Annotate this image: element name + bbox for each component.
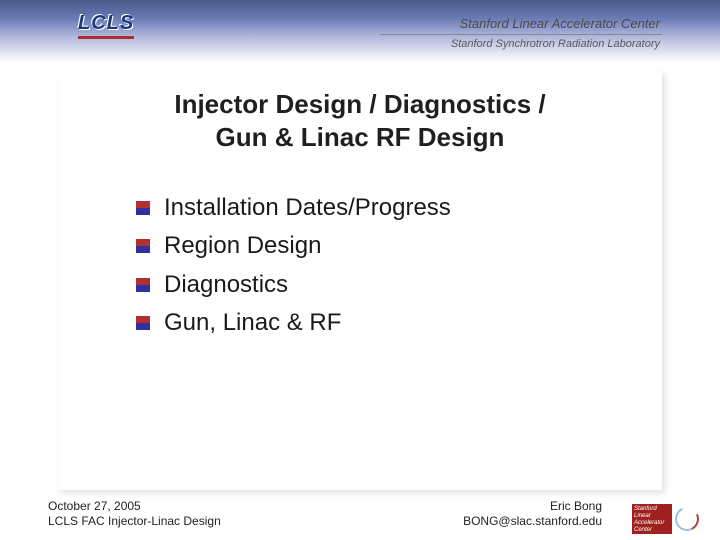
bullet-icon xyxy=(136,201,150,215)
header-divider xyxy=(380,34,662,35)
title-line-1: Injector Design / Diagnostics / xyxy=(174,89,545,119)
footer-subtitle: LCLS FAC Injector-Linac Design xyxy=(48,514,221,528)
title-line-2: Gun & Linac RF Design xyxy=(216,122,505,152)
footer-left: October 27, 2005 LCLS FAC Injector-Linac… xyxy=(48,499,221,530)
header-gradient: LCLS Stanford Linear Accelerator Center … xyxy=(0,0,720,62)
slide-title: Injector Design / Diagnostics / Gun & Li… xyxy=(94,88,626,153)
slac-mini-logo: Stanford Linear Accelerator Center xyxy=(632,504,672,534)
list-item: Installation Dates/Progress xyxy=(136,189,626,227)
footer-author: Eric Bong xyxy=(550,499,602,513)
footer: October 27, 2005 LCLS FAC Injector-Linac… xyxy=(48,499,672,530)
bullet-icon xyxy=(136,316,150,330)
bullet-text: Gun, Linac & RF xyxy=(164,309,341,336)
lcls-logo: LCLS xyxy=(78,12,134,39)
bullet-icon xyxy=(136,239,150,253)
list-item: Diagnostics xyxy=(136,266,626,304)
bullet-text: Installation Dates/Progress xyxy=(164,194,451,221)
bullet-icon xyxy=(136,278,150,292)
bullet-list: Installation Dates/Progress Region Desig… xyxy=(136,189,626,343)
ssrl-label: Stanford Synchrotron Radiation Laborator… xyxy=(451,38,660,50)
swirl-icon xyxy=(672,504,703,535)
list-item: Region Design xyxy=(136,227,626,265)
list-item: Gun, Linac & RF xyxy=(136,304,626,342)
slide-card: Injector Design / Diagnostics / Gun & Li… xyxy=(58,70,662,490)
slac-label: Stanford Linear Accelerator Center xyxy=(460,16,660,31)
footer-email: BONG@slac.stanford.edu xyxy=(463,514,602,528)
corner-logo: Stanford Linear Accelerator Center xyxy=(632,504,712,534)
bullet-text: Region Design xyxy=(164,232,321,259)
bullet-text: Diagnostics xyxy=(164,271,288,298)
footer-date: October 27, 2005 xyxy=(48,499,141,513)
